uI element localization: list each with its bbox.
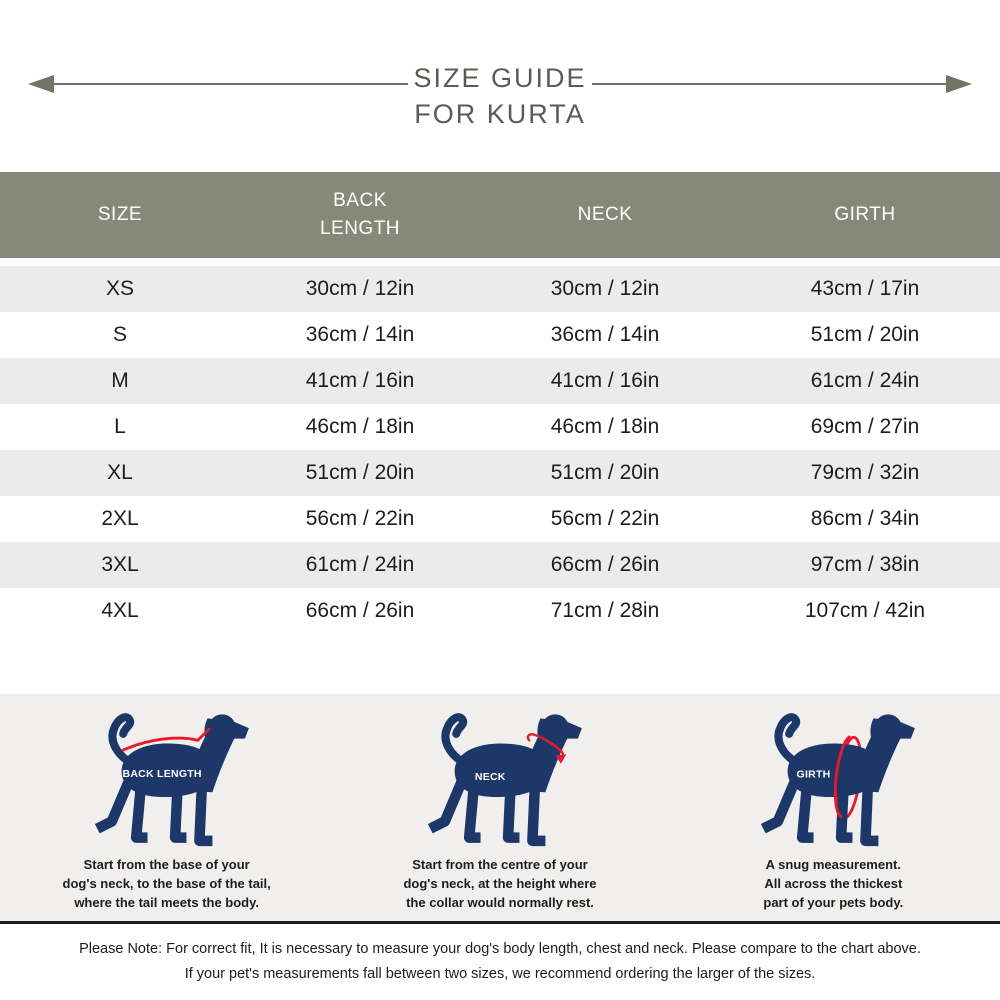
cell-neck: 51cm / 20in [550,461,660,484]
page-title-line2: FOR KURTA [414,99,586,129]
cell-back-length: 46cm / 18in [305,415,415,438]
footnote-line2: If your pet's measurements fall between … [184,966,816,982]
guide-neck: NECK Start from the centre of your dog's… [333,697,666,921]
cell-back-length: 51cm / 20in [305,461,415,484]
cell-girth: 107cm / 42in [804,599,926,622]
cell-girth: 43cm / 17in [810,277,920,300]
table-row: M 41cm / 16in 41cm / 16in 61cm / 24in [0,358,1000,404]
cell-girth: 97cm / 38in [810,553,920,576]
header-back-length: BACK LENGTH [319,190,401,239]
dog-label-back-length: BACK LENGTH [122,768,201,780]
dog-girth-illustration: GIRTH [740,703,926,853]
title-rule-right [592,83,948,85]
size-table-header: SIZE BACK LENGTH NECK GIRTH [0,172,1000,258]
header-neck: NECK [577,204,633,225]
table-row: S 36cm / 14in 36cm / 14in 51cm / 20in [0,312,1000,358]
table-row: L 46cm / 18in 46cm / 18in 69cm / 27in [0,404,1000,450]
page-title-line1: SIZE GUIDE [413,63,587,93]
size-table: SIZE BACK LENGTH NECK GIRTH XS 30cm / 12… [0,172,1000,634]
cell-size: XS [105,277,134,300]
dog-neck-illustration: NECK [407,703,593,853]
cell-neck: 36cm / 14in [550,323,660,346]
cell-girth: 61cm / 24in [810,369,920,392]
cell-neck: 66cm / 26in [550,553,660,576]
spacer [0,634,1000,694]
cell-back-length: 56cm / 22in [305,507,415,530]
table-row: XS 30cm / 12in 30cm / 12in 43cm / 17in [0,266,1000,312]
cell-back-length: 66cm / 26in [305,599,415,622]
cell-size: 2XL [101,507,139,530]
cell-size: 4XL [101,599,139,622]
footnote: Please Note: For correct fit, It is nece… [0,924,1000,987]
cell-neck: 41cm / 16in [550,369,660,392]
cell-girth: 69cm / 27in [810,415,920,438]
title-rule-left [52,83,408,85]
neck-measure-loop [526,733,567,764]
cell-back-length: 41cm / 16in [305,369,415,392]
dog-label-neck: NECK [475,771,506,783]
left-arrow-icon [28,75,54,93]
table-row: 3XL 61cm / 24in 66cm / 26in 97cm / 38in [0,542,1000,588]
header-gap [0,258,1000,266]
right-arrow-icon [946,75,972,93]
guide-neck-description: Start from the centre of your dog's neck… [403,857,597,910]
cell-size: L [114,415,126,438]
girth-measure-loop-front [834,735,851,818]
cell-neck: 71cm / 28in [550,599,660,622]
cell-size: 3XL [101,553,139,576]
cell-size: S [112,323,127,346]
guide-back-length: BACK LENGTH Start from the base of your … [0,697,333,921]
guide-back-length-description: Start from the base of your dog's neck, … [62,857,271,910]
back-length-measure-line [121,727,211,752]
header-size: SIZE [97,204,143,225]
cell-back-length: 30cm / 12in [305,277,415,300]
table-row: 4XL 66cm / 26in 71cm / 28in 107cm / 42in [0,588,1000,634]
dog-back-length-illustration: BACK LENGTH [74,703,260,853]
cell-girth: 51cm / 20in [810,323,920,346]
cell-back-length: 36cm / 14in [305,323,415,346]
table-row: 2XL 56cm / 22in 56cm / 22in 86cm / 34in [0,496,1000,542]
guide-girth-description: A snug measurement. All across the thick… [763,857,904,910]
header-girth: GIRTH [834,204,896,225]
guide-girth: GIRTH A snug measurement. All across the… [667,697,1000,921]
cell-size: M [111,369,129,392]
footnote-line1: Please Note: For correct fit, It is nece… [79,941,921,957]
title-section: SIZE GUIDE FOR KURTA [0,0,1000,172]
cell-neck: 46cm / 18in [550,415,660,438]
cell-girth: 79cm / 32in [810,461,920,484]
page-title: SIZE GUIDE FOR KURTA [0,60,1000,132]
cell-girth: 86cm / 34in [810,507,920,530]
size-table-body: XS 30cm / 12in 30cm / 12in 43cm / 17in S… [0,266,1000,634]
measuring-guide-section: BACK LENGTH Start from the base of your … [0,694,1000,924]
cell-neck: 30cm / 12in [550,277,660,300]
table-row: XL 51cm / 20in 51cm / 20in 79cm / 32in [0,450,1000,496]
dog-label-girth: GIRTH [797,769,831,781]
cell-size: XL [107,461,133,484]
cell-back-length: 61cm / 24in [305,553,415,576]
cell-neck: 56cm / 22in [550,507,660,530]
